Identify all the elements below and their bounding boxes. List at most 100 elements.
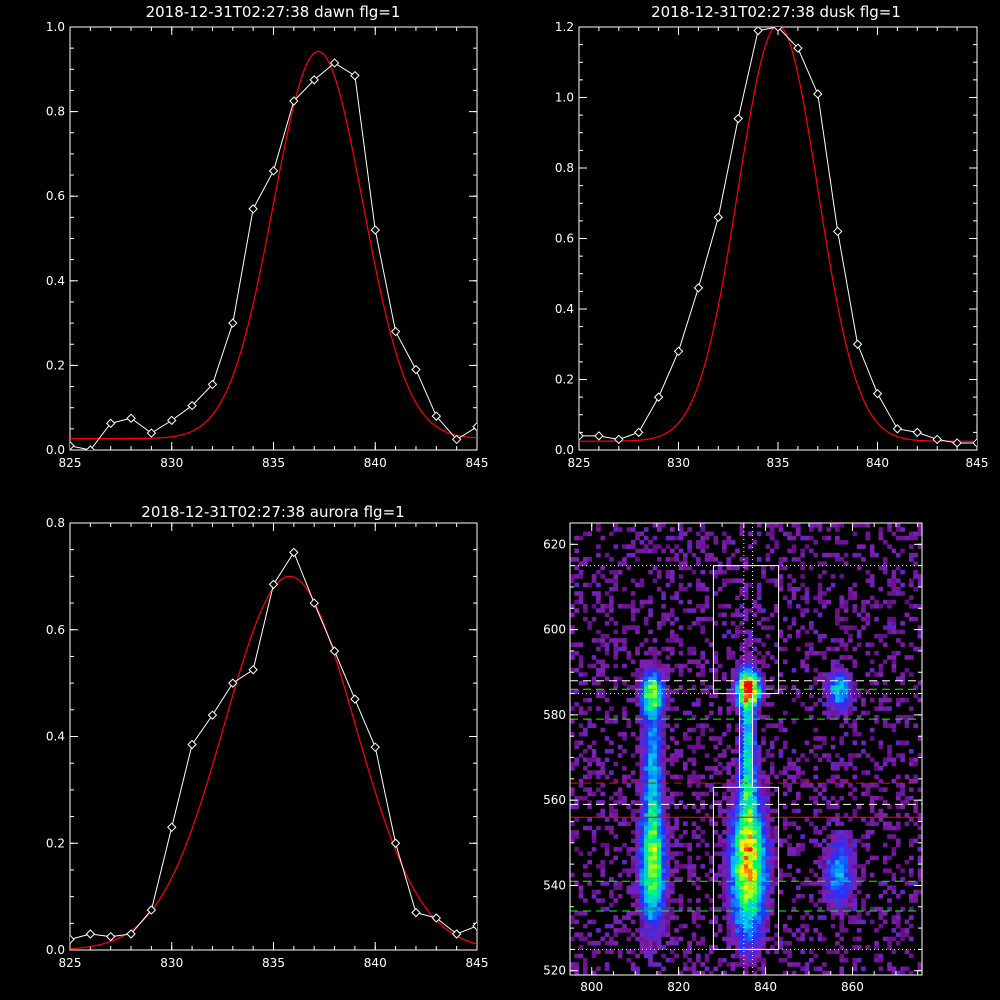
heatmap-cell bbox=[639, 864, 645, 869]
heatmap-cell bbox=[652, 859, 658, 865]
heatmap-cell bbox=[787, 783, 792, 788]
heatmap-cell bbox=[804, 817, 810, 822]
heatmap-cell bbox=[887, 855, 892, 861]
heatmap-cell bbox=[700, 629, 706, 635]
heatmap-cell bbox=[839, 642, 845, 647]
heatmap-cell bbox=[643, 659, 649, 665]
heatmap-cell bbox=[852, 723, 858, 728]
heatmap-cell bbox=[583, 966, 588, 972]
heatmap-cell bbox=[743, 812, 749, 818]
heatmap-cell bbox=[865, 859, 871, 865]
heatmap-cell bbox=[696, 531, 701, 537]
heatmap-cell bbox=[713, 569, 719, 575]
heatmap-cell bbox=[635, 702, 640, 707]
heatmap-cell bbox=[891, 727, 897, 733]
heatmap-cell bbox=[643, 928, 649, 933]
heatmap-cell bbox=[639, 753, 645, 758]
heatmap-cell bbox=[813, 523, 819, 528]
heatmap-cell bbox=[835, 761, 840, 767]
heatmap-cell bbox=[787, 949, 792, 954]
heatmap-cell bbox=[743, 915, 749, 920]
heatmap-cell bbox=[578, 706, 584, 711]
heatmap-cell bbox=[882, 633, 888, 639]
heatmap-cell bbox=[678, 864, 684, 869]
heatmap-cell bbox=[748, 672, 753, 677]
heatmap-cell bbox=[822, 740, 827, 746]
heatmap-cell bbox=[917, 531, 923, 537]
heatmap-cell bbox=[756, 868, 762, 873]
heatmap-cell bbox=[848, 625, 853, 630]
heatmap-cell bbox=[817, 842, 823, 848]
heatmap-cell bbox=[665, 868, 671, 873]
heatmap-cell bbox=[717, 569, 723, 575]
heatmap-cell bbox=[669, 889, 675, 895]
heatmap-cell bbox=[574, 642, 579, 647]
heatmap-cell bbox=[717, 800, 723, 805]
heatmap-cell bbox=[748, 885, 753, 891]
heatmap-cell bbox=[665, 787, 671, 792]
heatmap-cell bbox=[830, 646, 836, 652]
heatmap-cell bbox=[826, 753, 832, 758]
heatmap-cell bbox=[622, 731, 627, 737]
heatmap-cell bbox=[717, 812, 723, 818]
heatmap-cell bbox=[743, 855, 749, 861]
heatmap-cell bbox=[578, 535, 584, 541]
heatmap-cell bbox=[891, 936, 897, 942]
heatmap-cell bbox=[700, 540, 706, 545]
heatmap-cell bbox=[752, 787, 758, 792]
heatmap-cell bbox=[839, 945, 845, 950]
heatmap-cell bbox=[739, 642, 745, 647]
dusk-plot-title: 2018-12-31T02:27:38 dusk flg=1 bbox=[651, 3, 901, 21]
heatmap-cell bbox=[639, 949, 645, 954]
heatmap-cell bbox=[578, 893, 584, 899]
heatmap-cell bbox=[839, 702, 845, 707]
heatmap-cell bbox=[735, 667, 740, 673]
heatmap-cell bbox=[809, 548, 814, 554]
heatmap-cell bbox=[809, 693, 814, 699]
heatmap-cell bbox=[765, 825, 771, 831]
heatmap-cell bbox=[782, 821, 788, 827]
heatmap-cell bbox=[722, 582, 727, 588]
heatmap-cell bbox=[861, 523, 866, 528]
heatmap-cell bbox=[843, 608, 849, 613]
heatmap-cell bbox=[574, 962, 579, 967]
heatmap-cell bbox=[700, 535, 706, 541]
heatmap-cell bbox=[639, 923, 645, 929]
heatmap-cell bbox=[878, 787, 884, 792]
heatmap-cell bbox=[643, 872, 649, 878]
heatmap-cell bbox=[652, 659, 658, 665]
heatmap-cell bbox=[726, 902, 732, 908]
heatmap-cell bbox=[830, 638, 836, 643]
heatmap-cell bbox=[826, 842, 832, 848]
heatmap-cell bbox=[656, 706, 662, 711]
heatmap-cell bbox=[687, 898, 692, 903]
heatmap-cell bbox=[696, 616, 701, 622]
heatmap-cell bbox=[917, 736, 923, 741]
heatmap-cell bbox=[839, 523, 845, 528]
heatmap-cell bbox=[722, 881, 727, 886]
heatmap-cell bbox=[835, 702, 840, 707]
heatmap-cell bbox=[726, 842, 732, 848]
heatmap-cell bbox=[813, 881, 819, 886]
heatmap-cell bbox=[739, 629, 745, 635]
heatmap-cell bbox=[735, 774, 740, 780]
heatmap-cell bbox=[743, 825, 749, 831]
heatmap-cell bbox=[735, 906, 740, 912]
heatmap-cell bbox=[656, 855, 662, 861]
heatmap-cell bbox=[587, 621, 593, 626]
heatmap-cell bbox=[887, 753, 892, 758]
heatmap-cell bbox=[613, 714, 619, 720]
heatmap-cell bbox=[748, 889, 753, 895]
heatmap-cell bbox=[774, 608, 779, 613]
heatmap-cell bbox=[604, 578, 610, 583]
heatmap-cell bbox=[830, 923, 836, 929]
heatmap-cell bbox=[809, 685, 814, 690]
heatmap-cell bbox=[661, 787, 666, 792]
heatmap-cell bbox=[587, 800, 593, 805]
heatmap-cell bbox=[674, 774, 679, 780]
heatmap-cell bbox=[743, 889, 749, 895]
heatmap-cell bbox=[748, 881, 753, 886]
heatmap-cell bbox=[613, 676, 619, 682]
heatmap-cell bbox=[661, 868, 666, 873]
heatmap-cell bbox=[739, 744, 745, 750]
